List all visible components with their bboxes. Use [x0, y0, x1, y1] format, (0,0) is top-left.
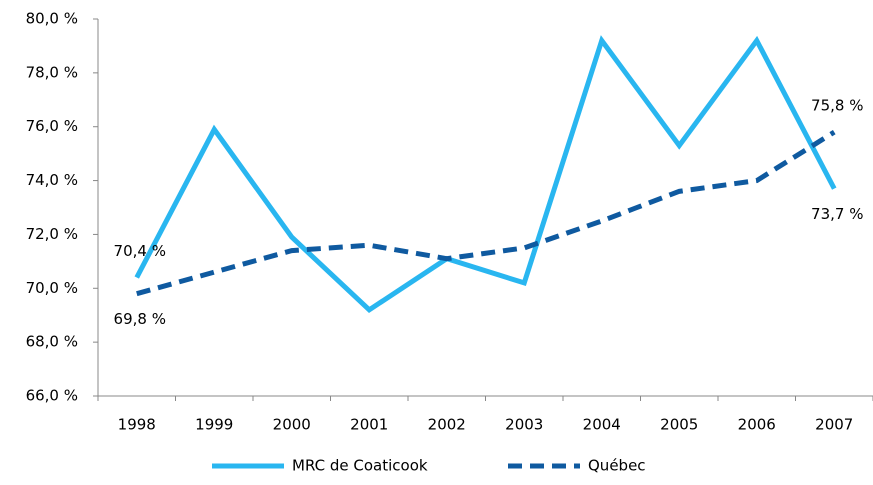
y-tick-label: 78,0 % [26, 63, 78, 81]
line-series [136, 129, 836, 297]
y-tick-label: 74,0 % [26, 171, 78, 189]
y-tick-label: 66,0 % [26, 387, 78, 405]
legend-label: MRC de Coaticook [292, 457, 428, 475]
x-tick-label: 2005 [660, 416, 698, 434]
legend-label: Québec [588, 457, 646, 475]
y-tick-label: 70,0 % [26, 279, 78, 297]
x-tick-label: 2002 [428, 416, 466, 434]
x-tick-label: 1998 [118, 416, 156, 434]
y-tick-label: 76,0 % [26, 117, 78, 135]
data-label: 75,8 % [811, 97, 863, 115]
x-tick-label: 2001 [350, 416, 388, 434]
y-tick-label: 72,0 % [26, 225, 78, 243]
x-tick-label: 2006 [738, 416, 776, 434]
y-tick-label: 68,0 % [26, 333, 78, 351]
data-label: 70,4 % [114, 242, 166, 260]
x-tick-label: 2000 [273, 416, 311, 434]
y-tick-label: 80,0 % [26, 10, 78, 28]
line-series [134, 35, 837, 314]
x-tick-label: 2003 [505, 416, 543, 434]
x-tick-label: 2007 [815, 416, 853, 434]
data-label: 73,7 % [811, 205, 863, 223]
data-label: 69,8 % [114, 310, 166, 328]
x-tick-label: 2004 [583, 416, 621, 434]
x-tick-label: 1999 [195, 416, 233, 434]
